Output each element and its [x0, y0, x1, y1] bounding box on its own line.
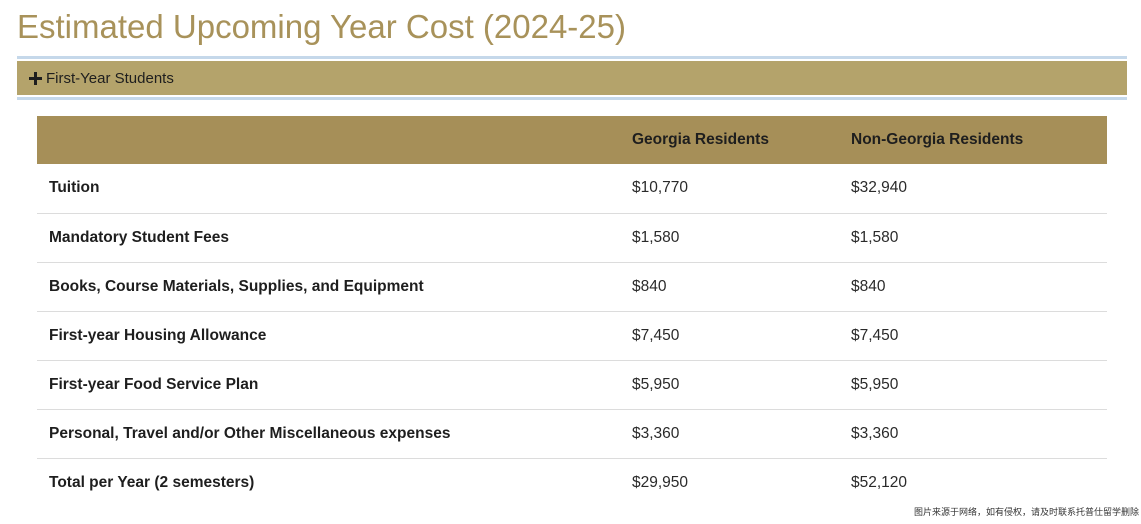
- plus-icon: [29, 71, 42, 85]
- page-title: Estimated Upcoming Year Cost (2024-25): [17, 8, 626, 45]
- non-georgia-value: $7,450: [839, 311, 1107, 361]
- non-georgia-value: $52,120: [851, 473, 908, 491]
- header-non-georgia-residents: Non-Georgia Residents: [839, 116, 1107, 164]
- table-row: Tuition $10,770 $32,940: [37, 164, 1107, 214]
- row-label: Total per Year (2 semesters): [49, 473, 255, 491]
- row-label: Mandatory Student Fees: [37, 213, 620, 263]
- accordion-label: First-Year Students: [46, 69, 174, 87]
- non-georgia-value: $840: [839, 262, 1107, 312]
- row-label: First-year Housing Allowance: [37, 311, 620, 361]
- georgia-value: $1,580: [620, 213, 839, 263]
- row-label: First-year Food Service Plan: [37, 360, 620, 410]
- georgia-value: $3,360: [620, 409, 839, 459]
- table-row: First-year Food Service Plan $5,950 $5,9…: [37, 360, 1107, 410]
- table-row: Books, Course Materials, Supplies, and E…: [37, 262, 1107, 312]
- non-georgia-value: $1,580: [839, 213, 1107, 263]
- table-row: Mandatory Student Fees $1,580 $1,580: [37, 213, 1107, 263]
- row-label: Personal, Travel and/or Other Miscellane…: [37, 409, 620, 459]
- non-georgia-value: $3,360: [839, 409, 1107, 459]
- row-label: Books, Course Materials, Supplies, and E…: [37, 262, 620, 312]
- non-georgia-value: $5,950: [839, 360, 1107, 410]
- non-georgia-value: $32,940: [839, 164, 1107, 214]
- header-item: [37, 116, 620, 164]
- row-label: Tuition: [37, 164, 620, 214]
- georgia-value: $7,450: [620, 311, 839, 361]
- table-header-row: Georgia Residents Non-Georgia Residents: [37, 116, 1107, 164]
- georgia-value: $5,950: [620, 360, 839, 410]
- georgia-value: $840: [620, 262, 839, 312]
- table-row: First-year Housing Allowance $7,450 $7,4…: [37, 311, 1107, 361]
- table-row-total: Total per Year (2 semesters) $29,950 $52…: [37, 458, 1107, 507]
- watermark-text: 图片来源于网络，如有侵权，请及时联系托普仕留学删除: [913, 508, 1139, 518]
- accordion-toggle[interactable]: First-Year Students: [17, 61, 1127, 95]
- georgia-value: $10,770: [620, 164, 839, 214]
- table-row: Personal, Travel and/or Other Miscellane…: [37, 409, 1107, 459]
- accordion-first-year-students: First-Year Students: [17, 56, 1127, 100]
- cost-table: Georgia Residents Non-Georgia Residents …: [37, 116, 1107, 507]
- georgia-value: $29,950: [632, 473, 689, 491]
- header-georgia-residents: Georgia Residents: [620, 116, 839, 164]
